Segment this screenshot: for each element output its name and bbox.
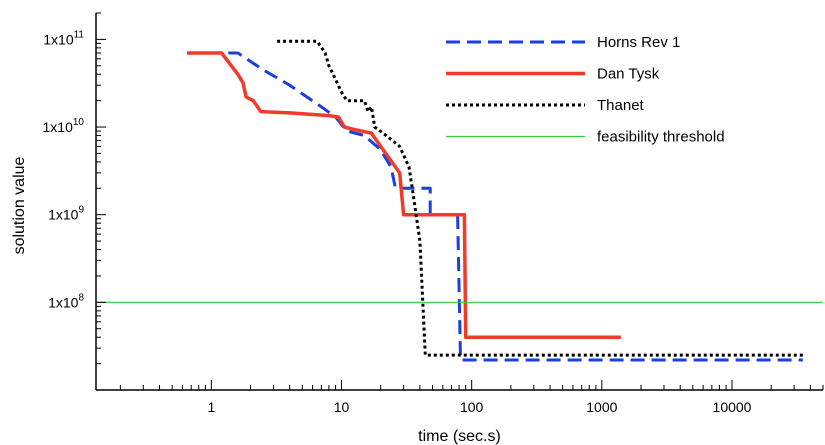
y-tick-label: 1x1010 [43,117,85,135]
x-tick-label: 10000 [713,399,752,415]
y-tick-label: 1x1011 [43,29,84,47]
x-tick-label: 1000 [586,399,617,415]
x-axis-label: time (sec.s) [418,428,501,445]
series-line-thanet [277,39,803,357]
y-tick-label: 1x108 [48,292,84,310]
axes: 1 10 100 1000 10000 1x1011 1x1010 1x109 1x108 [43,12,824,415]
y-axis-label: solution value [11,156,28,254]
legend-label-dan-tysk: Dan Tysk [597,66,660,83]
x-tick-label: 1 [207,399,215,415]
x-tick-label: 100 [460,399,484,415]
legend: Horns Rev 1 Dan Tysk Thanet feasibility thr… [446,34,725,146]
legend-label-thanet: Thanet [597,97,645,114]
plot-lines [96,39,823,362]
series-line-horns-rev-1 [228,51,803,362]
legend-label-horns-rev-1: Horns Rev 1 [597,34,680,51]
series-line-dan-tysk [187,51,621,339]
legend-label-feasibility-threshold: feasibility threshold [597,129,725,146]
y-tick-label: 1x109 [48,205,84,223]
x-tick-label: 10 [334,399,350,415]
